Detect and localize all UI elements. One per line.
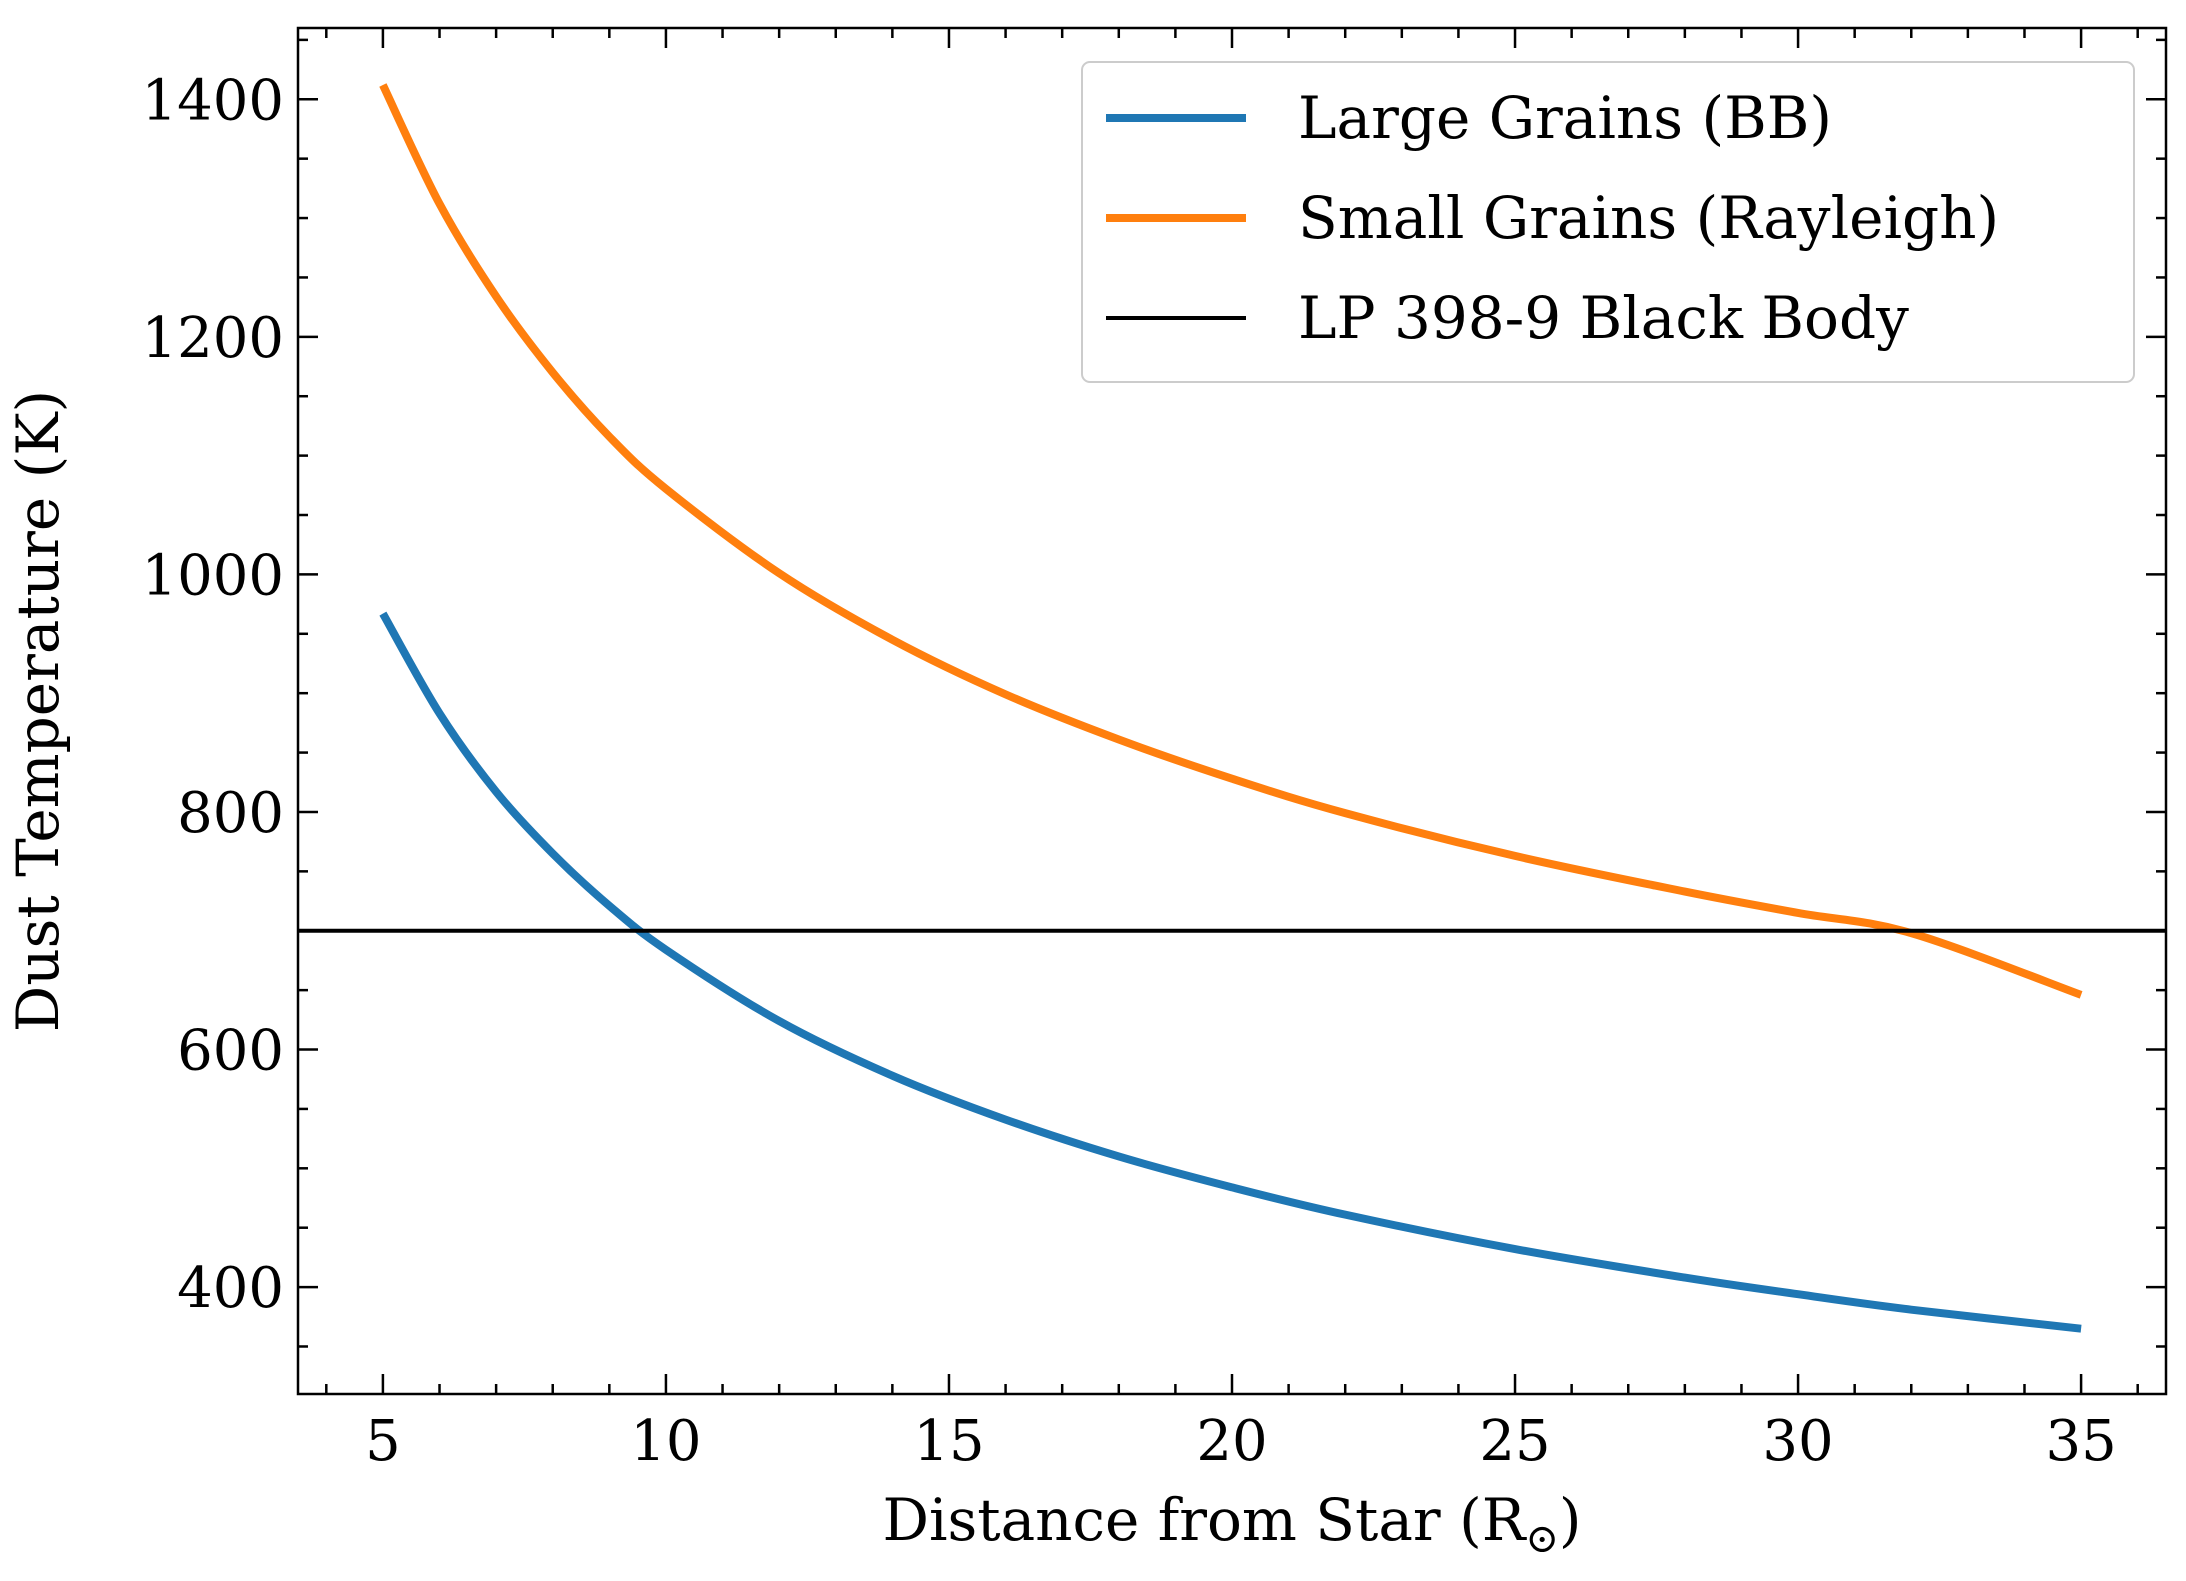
x-tick-label: 15 [913,1409,984,1474]
tick-layer [298,28,2166,1394]
y-axis-title: Dust Temperature (K) [4,390,72,1032]
x-tick-label: 25 [1479,1409,1550,1474]
x-axis-title-main: Distance from Star (R [882,1486,1527,1554]
x-tick-label: 5 [365,1409,401,1474]
x-axis-title: Distance from Star (R⊙) [882,1486,1581,1562]
series-line-2 [379,83,2083,999]
legend-box [1081,61,2135,383]
x-axis-title-subscript: ⊙ [1525,1516,1559,1562]
x-tick-label: 30 [1762,1409,1833,1474]
series-layer [298,83,2166,1333]
series-line-1 [379,611,2082,1333]
x-tick-label: 35 [2045,1409,2116,1474]
y-tick-label: 1000 [141,543,284,608]
legend-label-2: Small Grains (Rayleigh) [1298,184,1999,252]
y-tick-label: 800 [177,781,284,846]
legend: Large Grains (BB) Small Grains (Rayleigh)… [1081,61,2135,383]
y-tick-label: 400 [177,1256,284,1321]
tick-label-layer: 5 10 15 20 25 30 35 400 600 800 1000 1200 1400 [141,68,2116,1474]
legend-label-3: LP 398-9 Black Body [1298,284,1909,352]
legend-label-1: Large Grains (BB) [1298,84,1832,152]
y-tick-label: 600 [177,1019,284,1084]
plot-frame [296,26,2168,1396]
x-tick-label: 20 [1196,1409,1267,1474]
y-tick-label: 1400 [141,68,284,133]
x-tick-label: 10 [630,1409,701,1474]
x-axis-title-close: ) [1559,1486,1582,1554]
legend-items: Large Grains (BB) Small Grains (Rayleigh)… [1106,84,1999,352]
y-tick-label: 1200 [141,306,284,371]
